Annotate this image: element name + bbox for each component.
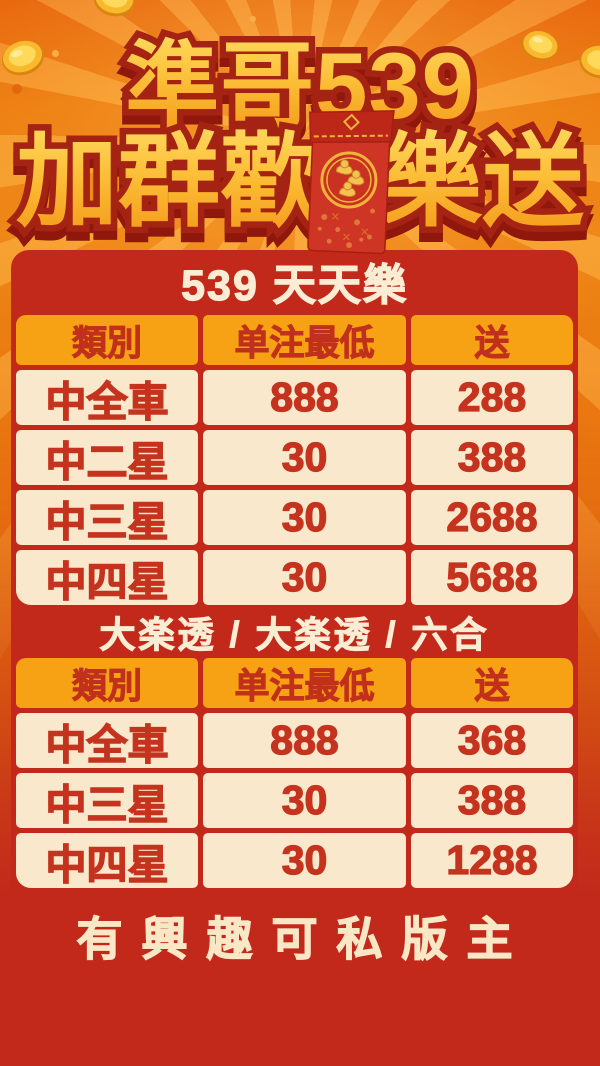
table-cell-bonus: 388 [411, 430, 573, 485]
table1-header-min-bet: 单注最低 [203, 315, 406, 365]
table-cell-min-bet: 30 [203, 833, 406, 888]
gold-coin-icon [93, 0, 135, 17]
gold-coin-icon [521, 30, 559, 62]
headline-line1-outline: 準哥539 [0, 27, 600, 144]
contact-note: 有興趣可私版主 [76, 912, 532, 965]
table-cell-min-bet: 30 [203, 490, 406, 545]
dot [250, 16, 256, 22]
headline-line2-text: 加群歡 樂送 [0, 124, 600, 240]
table-cell-category: 中三星 [16, 773, 198, 828]
table-cell-min-bet: 30 [203, 550, 406, 605]
table-cell-bonus: 368 [411, 713, 573, 768]
table-539: 類別 单注最低 送 中全車 888 288 中二星 30 388 中三星 30 … [16, 315, 573, 605]
table1-header-bonus: 送 [411, 315, 573, 365]
table-lotto: 類別 单注最低 送 中全車 888 368 中三星 30 388 中四星 30 … [16, 658, 573, 888]
table-cell-min-bet: 30 [203, 773, 406, 828]
headline-line1-shadow: 準哥539 [0, 36, 600, 153]
table-cell-bonus: 2688 [411, 490, 573, 545]
promo-panel: 539 天天樂 類別 单注最低 送 中全車 888 288 中二星 30 388… [11, 250, 578, 1066]
table-cell-bonus: 1288 [411, 833, 573, 888]
red-envelope-icon [307, 110, 395, 255]
table-cell-category: 中四星 [16, 550, 198, 605]
dot [560, 150, 567, 157]
gold-coin-icon [579, 45, 600, 79]
table2-header-bonus: 送 [411, 658, 573, 708]
table1-title: 539 天天樂 [181, 261, 408, 310]
table-cell-bonus: 388 [411, 773, 573, 828]
table-cell-min-bet: 888 [203, 370, 406, 425]
dot [468, 96, 476, 104]
section-divider-title: 大楽透 / 大楽透 / 六合 [99, 614, 490, 656]
table2-header-min-bet: 单注最低 [203, 658, 406, 708]
table-cell-category: 中全車 [16, 713, 198, 768]
table-cell-bonus: 5688 [411, 550, 573, 605]
dot [148, 62, 157, 71]
table-cell-category: 中全車 [16, 370, 198, 425]
table-cell-bonus: 288 [411, 370, 573, 425]
table1-header-category: 類別 [16, 315, 198, 365]
table-cell-category: 中三星 [16, 490, 198, 545]
table-cell-category: 中四星 [16, 833, 198, 888]
table-cell-min-bet: 30 [203, 430, 406, 485]
table-cell-min-bet: 888 [203, 713, 406, 768]
dot [12, 84, 22, 94]
gold-coin-icon [1, 40, 45, 76]
dot [52, 50, 59, 57]
table-cell-category: 中二星 [16, 430, 198, 485]
headline-line1: 準哥539 準哥539 準哥539 [0, 27, 600, 153]
headline-line1-text: 準哥539 [0, 34, 600, 138]
table2-header-category: 類別 [16, 658, 198, 708]
